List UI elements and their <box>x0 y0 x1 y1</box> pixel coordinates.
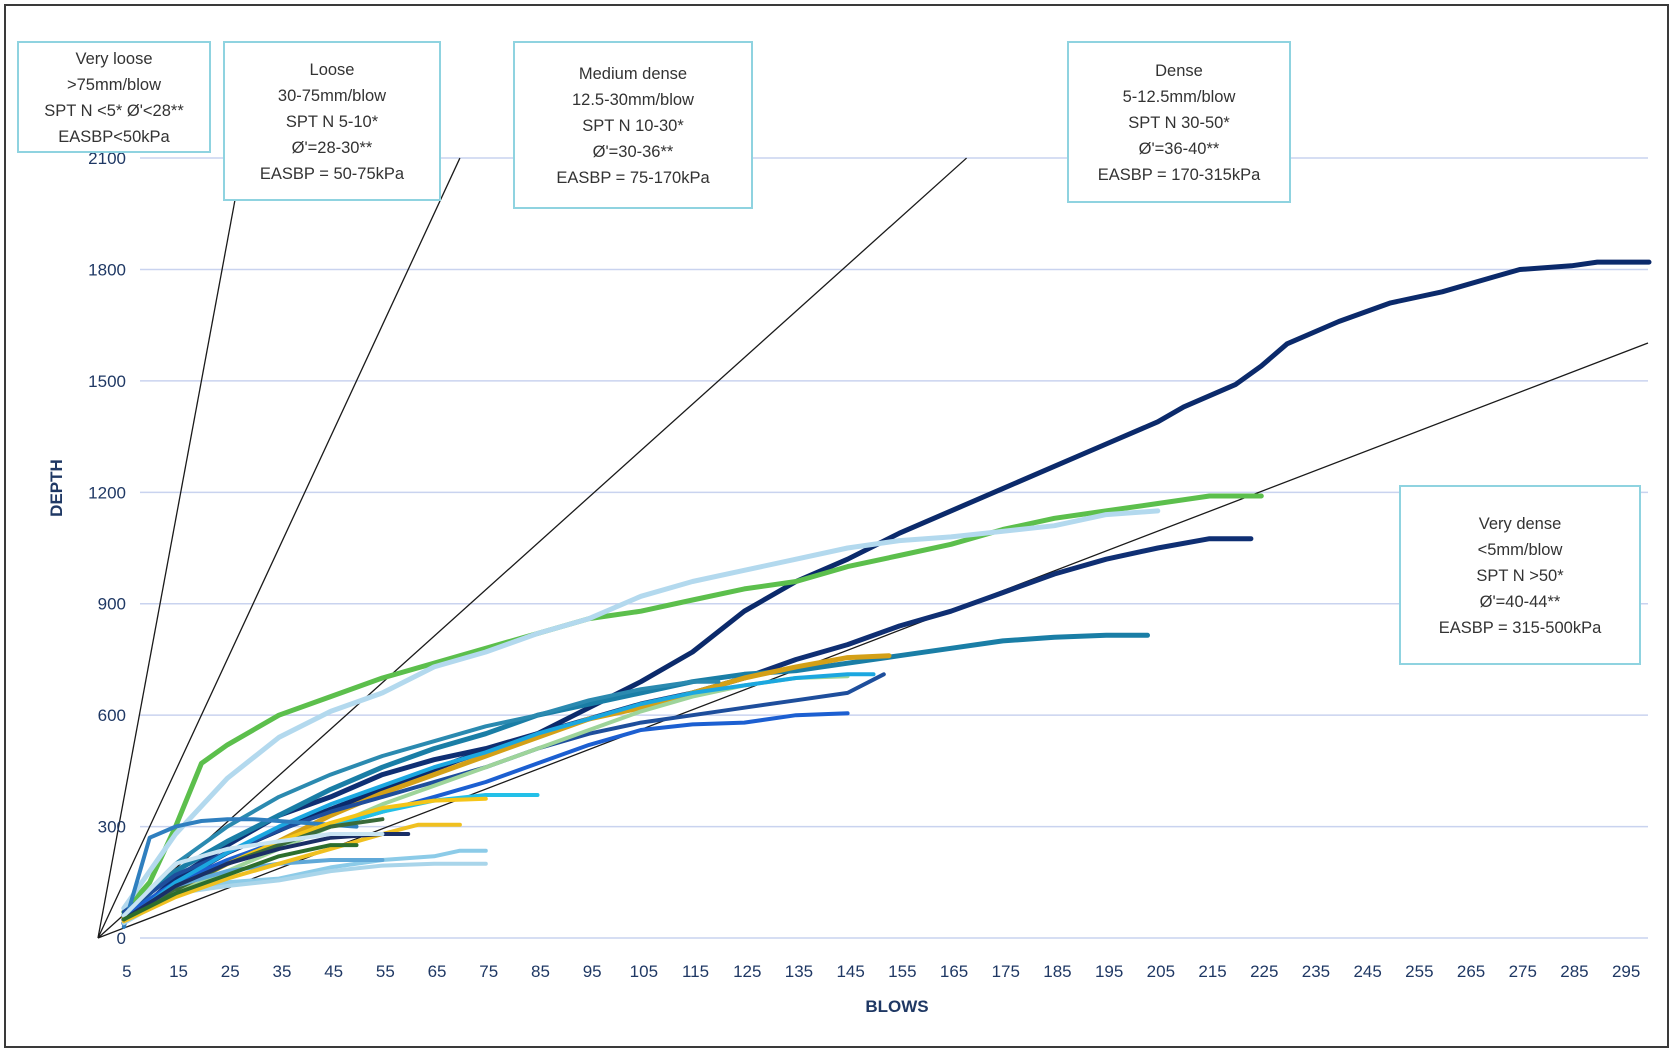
series-line-1 <box>121 493 1264 915</box>
series-line-20 <box>121 832 385 918</box>
chart-frame <box>4 4 1669 1048</box>
x-tick-label: 65 <box>428 962 447 981</box>
y-tick-label: 1200 <box>88 483 126 502</box>
x-tick-label: 155 <box>888 962 916 981</box>
zone-annotations: Very loose >75mm/blow SPT N <5* Ø'<28** EAS… <box>17 41 1641 665</box>
zone-boundary-line-3 <box>97 342 1649 939</box>
x-tick-label: 165 <box>940 962 968 981</box>
series-line-5 <box>121 653 892 921</box>
zone-label-line: EASBP = 75-170kPa <box>556 169 710 187</box>
series-line-21 <box>121 843 359 922</box>
zone-boundary-line-2 <box>97 157 967 939</box>
x-tick-label: 195 <box>1095 962 1123 981</box>
zone-label-line: SPT N 10-30* <box>582 117 684 135</box>
zone-box-0 <box>17 41 211 153</box>
zone-label-line: SPT N 30-50* <box>1128 114 1230 132</box>
x-tick-label: 135 <box>785 962 813 981</box>
zone-boundary-line-0 <box>97 157 244 939</box>
x-tick-label: 85 <box>531 962 550 981</box>
x-axis-title: BLOWS <box>865 997 928 1016</box>
zone-label-line: Ø'=30-36** <box>593 143 674 161</box>
zone-boundary-line-1 <box>97 157 461 939</box>
x-tick-label: 295 <box>1612 962 1640 981</box>
zone-label-line: 5-12.5mm/blow <box>1123 88 1236 106</box>
x-tick-label: 285 <box>1560 962 1588 981</box>
series-line-9 <box>121 679 721 918</box>
x-tick-label: 25 <box>221 962 240 981</box>
y-tick-labels: 0 300 600 900 1200 1500 1800 2100 <box>88 149 126 948</box>
x-tick-label: 175 <box>992 962 1020 981</box>
x-tick-label: 105 <box>630 962 658 981</box>
zone-label-line: EASBP = 315-500kPa <box>1439 619 1602 637</box>
x-tick-label: 245 <box>1353 962 1381 981</box>
x-tick-label: 275 <box>1509 962 1537 981</box>
zone-label-line: Dense <box>1155 62 1203 80</box>
x-tick-label: 75 <box>479 962 498 981</box>
x-tick-label: 255 <box>1405 962 1433 981</box>
zone-boundary-lines <box>97 157 1649 939</box>
series-line-10 <box>121 672 876 926</box>
x-tick-label: 115 <box>682 962 709 981</box>
zone-label-line: SPT N >50* <box>1476 567 1564 585</box>
y-tick-label: 900 <box>98 595 126 614</box>
zone-label-line: SPT N <5* Ø'<28** <box>44 102 184 120</box>
zone-label-line: EASBP<50kPa <box>58 128 170 146</box>
x-tick-label: 15 <box>169 962 188 981</box>
x-tick-label: 35 <box>272 962 291 981</box>
y-tick-label: 0 <box>117 929 126 948</box>
zone-label-line: 30-75mm/blow <box>278 87 386 105</box>
series-line-8 <box>121 711 850 918</box>
zone-label-line: Very dense <box>1479 515 1562 533</box>
series-line-2 <box>121 508 1161 911</box>
zone-label-line: Ø'=40-44** <box>1480 593 1561 611</box>
x-tick-labels: 5 15 25 35 45 55 65 75 85 95 105 115 125 135 145 155 165… <box>122 962 1640 981</box>
y-tick-label: 600 <box>98 706 126 725</box>
zone-box-1 <box>223 41 441 201</box>
series-line-11 <box>121 817 359 929</box>
y-axis-title: DEPTH <box>47 459 66 517</box>
zone-label-line: Ø'=28-30** <box>292 139 373 157</box>
x-tick-label: 125 <box>733 962 761 981</box>
zone-label-line: SPT N 5-10* <box>286 113 379 131</box>
x-tick-label: 45 <box>324 962 343 981</box>
x-tick-label: 235 <box>1302 962 1330 981</box>
y-tick-label: 1500 <box>88 372 126 391</box>
zone-box-4 <box>1399 485 1641 665</box>
x-tick-label: 265 <box>1457 962 1485 981</box>
y-tick-label: 300 <box>98 818 126 837</box>
x-tick-label: 205 <box>1147 962 1175 981</box>
x-tick-label: 55 <box>376 962 395 981</box>
series-line-4 <box>121 632 1150 919</box>
y-tick-label: 1800 <box>88 260 126 279</box>
zone-label-line: EASBP = 50-75kPa <box>260 165 405 183</box>
zone-label-line: Very loose <box>75 50 152 68</box>
zone-label-line: Loose <box>310 61 355 79</box>
x-tick-label: 185 <box>1043 962 1071 981</box>
series-lines <box>121 259 1652 929</box>
x-tick-label: 95 <box>583 962 602 981</box>
zone-label-line: 12.5-30mm/blow <box>572 91 694 109</box>
x-tick-label: 215 <box>1198 962 1226 981</box>
zone-box-3 <box>1067 41 1291 203</box>
x-tick-label: 5 <box>122 962 131 981</box>
x-tick-label: 145 <box>836 962 864 981</box>
zone-label-line: >75mm/blow <box>67 76 161 94</box>
zone-box-2 <box>513 41 753 209</box>
zone-label-line: Ø'=36-40** <box>1139 140 1220 158</box>
zone-label-line: EASBP = 170-315kPa <box>1098 166 1261 184</box>
y-tick-label: 2100 <box>88 149 126 168</box>
x-tick-label: 225 <box>1250 962 1278 981</box>
series-line-18 <box>121 822 462 924</box>
zone-label-line: Medium dense <box>579 65 687 83</box>
zone-label-line: <5mm/blow <box>1478 541 1563 559</box>
